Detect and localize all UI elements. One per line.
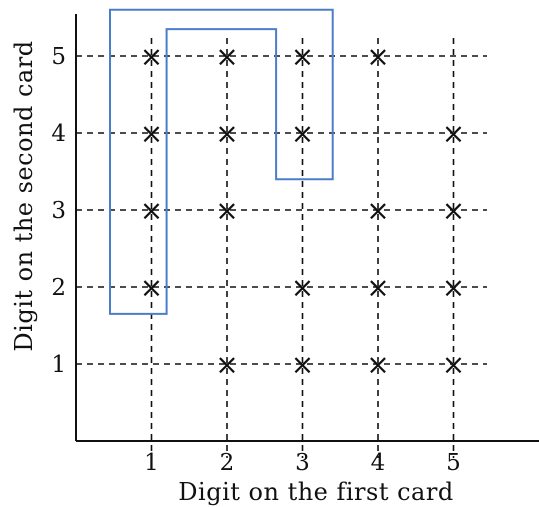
x-axis-title: Digit on the first card — [178, 478, 453, 506]
data-point-mark: × — [366, 348, 389, 381]
y-tick-label: 4 — [51, 121, 66, 147]
x-tick-label: 2 — [220, 450, 235, 476]
highlight-region-group — [109, 8, 334, 315]
data-point-mark: × — [366, 194, 389, 227]
data-point-mark: × — [140, 271, 163, 304]
axes — [75, 14, 539, 442]
tick-labels: 1 2 3 4 5 1 2 3 4 5 — [51, 44, 460, 476]
data-point-mark: × — [366, 40, 389, 73]
data-point-mark: × — [291, 271, 314, 304]
x-tick-label: 3 — [295, 450, 310, 476]
data-point-mark: × — [291, 348, 314, 381]
data-point-mark: × — [442, 271, 465, 304]
x-tick-label: 4 — [371, 450, 386, 476]
x-tick-label: 1 — [144, 450, 159, 476]
highlight-region — [109, 8, 334, 315]
data-point-mark: × — [140, 40, 163, 73]
data-point-mark: × — [442, 348, 465, 381]
y-tick-label: 1 — [51, 352, 66, 378]
data-point-mark: × — [215, 117, 238, 150]
x-tick-label: 5 — [446, 450, 461, 476]
data-point-mark: × — [442, 117, 465, 150]
data-point-mark: × — [291, 117, 314, 150]
y-tick-label: 2 — [51, 275, 66, 301]
data-point-mark: × — [215, 348, 238, 381]
y-tick-label: 5 — [51, 44, 66, 70]
y-tick-label: 3 — [51, 198, 66, 224]
data-point-mark: × — [140, 117, 163, 150]
data-point-mark: × — [215, 194, 238, 227]
data-marks: × × × × × × × × × × × × × × × × × × × × — [140, 40, 465, 381]
grid — [76, 38, 487, 458]
y-axis-title: Digit on the second card — [10, 40, 38, 351]
data-point-mark: × — [442, 194, 465, 227]
data-point-mark: × — [140, 194, 163, 227]
data-point-mark: × — [215, 40, 238, 73]
data-point-mark: × — [291, 40, 314, 73]
data-point-mark: × — [366, 271, 389, 304]
